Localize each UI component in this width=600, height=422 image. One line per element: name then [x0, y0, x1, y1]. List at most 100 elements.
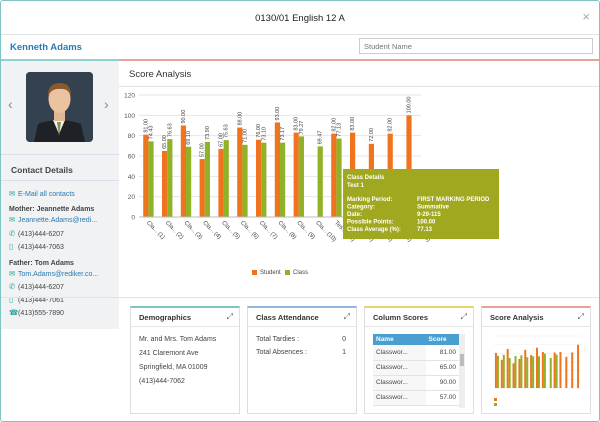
- student-bar: [293, 132, 299, 217]
- column-header[interactable]: Score: [425, 334, 459, 345]
- table-cell: 90.00: [425, 375, 459, 391]
- mini-class-bar: [496, 355, 499, 388]
- student-value-label: 83.00: [294, 117, 300, 131]
- column-scores-card: Column Scores ⤢ Name Score Classwor... 81…: [364, 306, 474, 414]
- father-label: Father: Tom Adams: [9, 260, 74, 267]
- y-tick-label: 80: [128, 133, 136, 140]
- table-row[interactable]: Classwor... 90.00: [373, 375, 459, 391]
- y-tick-label: 100: [124, 113, 135, 120]
- score-analysis-heading: Score Analysis: [129, 69, 192, 80]
- student-bar: [237, 127, 243, 217]
- y-tick-label: 20: [128, 194, 136, 201]
- sidebar: ‹ › Contact Details ✉ E-Mail all contacts…: [1, 61, 119, 329]
- class-bar: [223, 140, 229, 217]
- tooltip-value: Summative: [417, 205, 450, 211]
- student-photo: [26, 72, 93, 142]
- tooltip-value: 100.00: [417, 220, 436, 226]
- close-icon[interactable]: ×: [582, 9, 590, 24]
- x-tick-label: Cla... (5): [220, 220, 241, 241]
- student-search-input[interactable]: [359, 38, 593, 54]
- mini-student-bar: [512, 363, 515, 388]
- tooltip-label: Date:: [347, 212, 362, 218]
- table-cell: Classwor...: [373, 345, 426, 361]
- mobile-icon: ▯: [9, 295, 14, 304]
- divider: [119, 86, 599, 87]
- class-bar: [204, 141, 210, 217]
- table-header-row: Name Score: [373, 334, 459, 345]
- class-value-label: 69.10: [186, 131, 192, 145]
- class-value-label: 76.63: [167, 123, 173, 137]
- tooltip-heading: Class Details: [347, 175, 385, 181]
- mother-email-link[interactable]: ✉ Jeannette.Adams@redi...: [9, 215, 98, 224]
- next-student-icon[interactable]: ›: [104, 96, 109, 112]
- legend-label-student: Student: [260, 270, 281, 276]
- table-row[interactable]: Classwor... 81.00: [373, 345, 459, 361]
- mini-class-bar: [532, 356, 535, 388]
- class-bar: [280, 142, 286, 217]
- table-row[interactable]: Classwor... 57.00: [373, 390, 459, 406]
- absences-label: Total Absences :: [256, 349, 307, 356]
- x-tick-label: Cla... (8): [277, 220, 298, 241]
- email-all-contacts-link[interactable]: ✉ E-Mail all contacts: [9, 189, 75, 198]
- table-cell: Classwor...: [373, 390, 426, 406]
- divider: [248, 326, 356, 327]
- class-bar: [261, 142, 267, 217]
- mini-class-bar: [502, 354, 505, 388]
- scrollbar-thumb[interactable]: [460, 354, 464, 366]
- student-value-label: 90.00: [181, 110, 187, 124]
- expand-icon[interactable]: ⤢: [343, 312, 350, 321]
- email-icon: ✉: [9, 189, 16, 198]
- student-bar: [199, 159, 205, 217]
- mini-student-bar: [518, 358, 521, 388]
- class-bar: [186, 146, 192, 217]
- mini-student-bar: [559, 352, 562, 388]
- x-tick-label: Cla... (7): [258, 220, 279, 241]
- y-tick-label: 0: [131, 215, 135, 222]
- score-analysis-chart: 0 20 40 60 80 100 120 81.00 74.43 Cla... (1) 65.00…: [124, 93, 499, 276]
- mini-student-bar: [541, 352, 544, 388]
- mini-student-bar: [524, 349, 527, 388]
- table-row[interactable]: Classwor... 65.00: [373, 360, 459, 376]
- demographics-card: Demographics ⤢ Mr. and Mrs. Tom Adams 24…: [130, 306, 240, 414]
- expand-icon[interactable]: ⤢: [226, 312, 233, 321]
- x-tick-label: Cla... (1): [145, 220, 166, 241]
- father-email-link[interactable]: ✉ Tom.Adams@rediker.co...: [9, 269, 99, 278]
- previous-student-icon[interactable]: ‹: [8, 96, 13, 112]
- x-tick-label: Cla... (4): [201, 220, 222, 241]
- score-analysis-mini-chart[interactable]: [482, 328, 590, 414]
- mother-phone-2: ▯ (413)444-7063: [9, 242, 64, 251]
- class-value-label: 73.10: [261, 127, 267, 141]
- score-analysis-panel: Score Analysis 0 20 40 60 80 100 120 81.00 74.43…: [119, 61, 599, 297]
- table-scrollbar[interactable]: [459, 334, 465, 408]
- student-bar: [331, 133, 337, 217]
- score-analysis-mini-title: Score Analysis: [490, 313, 544, 322]
- class-value-label: 77.13: [337, 123, 343, 137]
- student-value-label: 100.00: [407, 97, 413, 114]
- column-header[interactable]: Name: [373, 334, 426, 345]
- student-value-label: 93.00: [275, 107, 281, 121]
- column-scores-table: Name Score Classwor... 81.00 Classwor... 6…: [373, 334, 459, 406]
- contact-details-heading: Contact Details: [11, 165, 73, 175]
- tooltip-value: 77.13: [417, 227, 433, 233]
- expand-icon[interactable]: ⤢: [460, 312, 467, 321]
- expand-icon[interactable]: ⤢: [577, 312, 584, 321]
- divider: [365, 326, 473, 327]
- tooltip-value: FIRST MARKING PERIOD: [417, 197, 490, 203]
- modal-header: 0130/01 English 12 A ×: [1, 1, 599, 35]
- table-cell: Classwor...: [373, 360, 426, 376]
- student-bar: [406, 115, 412, 217]
- student-value-label: 72.00: [369, 128, 375, 142]
- divider: [1, 297, 599, 298]
- chart-tooltip: [343, 169, 499, 239]
- father-phone-1: ✆ (413)444-6207: [9, 282, 64, 291]
- table-cell: 57.00: [425, 390, 459, 406]
- y-tick-label: 120: [124, 93, 135, 100]
- student-value-label: 82.00: [388, 118, 394, 132]
- tooltip-label: Category:: [347, 205, 375, 211]
- father-phone-3: ☎(413)555-7890: [9, 308, 64, 317]
- mini-student-bar: [494, 352, 497, 388]
- tardies-value: 0: [342, 336, 346, 343]
- student-name: Kenneth Adams: [10, 42, 82, 53]
- mini-class-bar: [508, 358, 511, 388]
